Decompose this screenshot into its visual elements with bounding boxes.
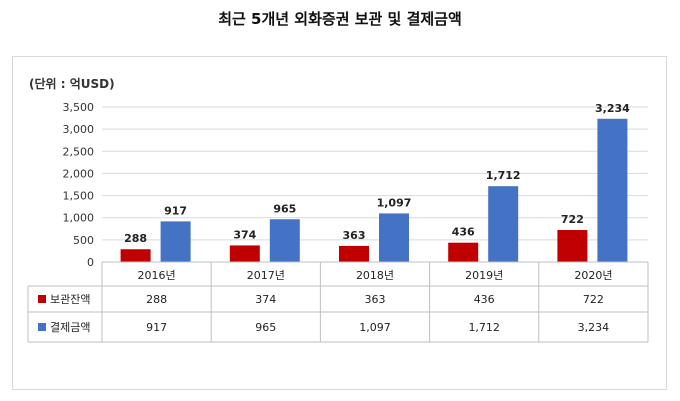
table-cell: 1,712: [468, 321, 500, 334]
bar-storage: [448, 242, 479, 262]
y-tick-label: 3,000: [63, 123, 95, 136]
bar-settlement: [488, 186, 519, 262]
x-tick-label: 2017년: [247, 269, 285, 282]
table-cell: 917: [146, 321, 167, 334]
bar-storage: [557, 230, 588, 262]
data-label: 1,097: [377, 196, 412, 209]
bar-settlement: [597, 118, 628, 262]
table-cell: 374: [255, 293, 276, 306]
y-tick-label: 1,000: [63, 212, 95, 225]
bar-settlement: [379, 213, 409, 262]
data-label: 917: [164, 204, 187, 217]
x-tick-label: 2020년: [574, 269, 612, 282]
table-cell: 722: [583, 293, 604, 306]
x-tick-label: 2018년: [356, 269, 394, 282]
data-label: 288: [124, 232, 147, 245]
bar-storage: [339, 245, 369, 262]
legend-key-settlement: [38, 323, 46, 331]
x-tick-label: 2016년: [138, 269, 176, 282]
table-cell: 436: [474, 293, 495, 306]
table-cell: 363: [365, 293, 386, 306]
y-tick-label: 0: [87, 256, 94, 269]
bar-storage: [120, 249, 151, 262]
y-tick-label: 500: [73, 234, 94, 247]
data-label: 965: [273, 202, 296, 215]
chart-title: 최근 5개년 외화증권 보관 및 결제금액: [218, 10, 462, 28]
legend-key-storage: [38, 295, 46, 303]
data-label: 1,712: [486, 169, 521, 182]
bar-settlement: [160, 221, 191, 262]
y-tick-label: 2,500: [63, 145, 95, 158]
data-label: 436: [452, 226, 475, 239]
x-tick-label: 2019년: [465, 269, 503, 282]
data-label: 374: [233, 228, 256, 241]
y-tick-label: 1,500: [63, 190, 95, 203]
chart-frame: [12, 56, 667, 390]
legend-label: 결제금액: [50, 321, 90, 334]
table-cell: 3,234: [578, 321, 610, 334]
data-label: 3,234: [595, 102, 630, 115]
legend-label: 보관잔액: [50, 293, 90, 306]
table-cell: 965: [255, 321, 276, 334]
bar-settlement: [269, 219, 300, 262]
data-label: 722: [561, 213, 584, 226]
table-cell: 288: [146, 293, 167, 306]
unit-label: (단위 : 억USD): [29, 77, 115, 91]
y-tick-label: 3,500: [63, 101, 95, 114]
y-tick-label: 2,000: [63, 167, 95, 180]
bar-storage: [229, 245, 260, 262]
data-label: 363: [343, 229, 366, 242]
table-cell: 1,097: [359, 321, 391, 334]
